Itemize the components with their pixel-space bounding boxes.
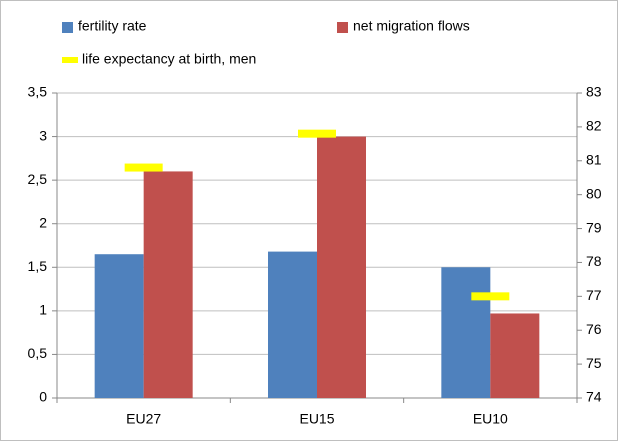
y2-tick-label: 77 xyxy=(586,287,602,303)
legend-swatch xyxy=(337,22,348,33)
y2-tick-label: 83 xyxy=(586,84,602,100)
bar xyxy=(490,313,540,398)
x-tick-label: EU27 xyxy=(126,411,161,427)
y2-tick-label: 78 xyxy=(586,253,602,269)
bar xyxy=(94,254,144,398)
y2-tick-label: 75 xyxy=(586,355,602,371)
y-tick-label: 2,5 xyxy=(28,171,48,187)
y2-tick-label: 82 xyxy=(586,118,602,134)
y-tick-label: 3 xyxy=(39,127,47,143)
bar xyxy=(268,251,317,398)
y-tick-label: 0 xyxy=(39,389,47,405)
bar xyxy=(143,171,193,398)
x-tick-label: EU15 xyxy=(299,411,334,427)
y-tick-label: 2 xyxy=(39,214,47,230)
y-tick-label: 3,5 xyxy=(28,84,48,100)
bar xyxy=(317,136,366,399)
legend-label: life expectancy at birth, men xyxy=(82,51,256,67)
legend-swatch xyxy=(62,57,78,63)
legend-label: net migration flows xyxy=(353,18,470,34)
y2-tick-label: 81 xyxy=(586,151,602,167)
legend-label: fertility rate xyxy=(78,18,147,34)
y2-tick-label: 80 xyxy=(586,185,602,201)
marker xyxy=(124,163,163,172)
legend-swatch xyxy=(62,22,73,33)
marker xyxy=(298,129,336,138)
y2-tick-label: 74 xyxy=(586,389,602,405)
y-tick-label: 1 xyxy=(39,302,47,318)
y-tick-label: 0,5 xyxy=(28,345,48,361)
bar xyxy=(441,267,491,398)
x-tick-label: EU10 xyxy=(473,411,508,427)
y2-tick-label: 79 xyxy=(586,219,602,235)
y2-tick-label: 76 xyxy=(586,321,602,337)
y-tick-label: 1,5 xyxy=(28,258,48,274)
marker xyxy=(471,292,510,301)
